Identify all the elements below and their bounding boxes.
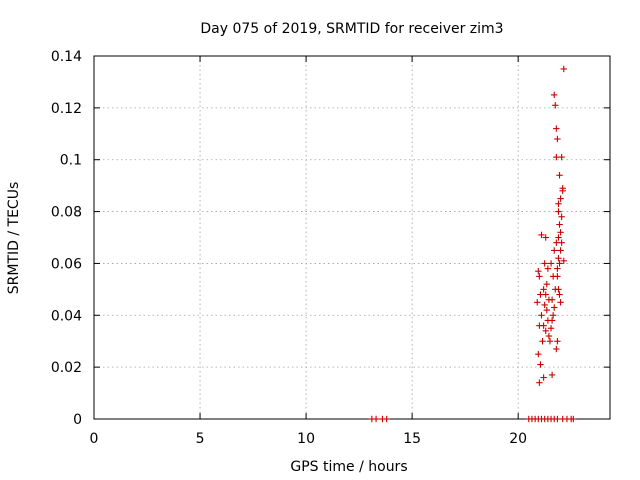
- data-point: [556, 291, 563, 298]
- data-point: [554, 273, 561, 280]
- data-point: [535, 350, 542, 358]
- chart-title: Day 075 of 2019, SRMTID for receiver zim…: [200, 21, 503, 37]
- data-point: [551, 247, 558, 254]
- data-point: [554, 338, 561, 345]
- data-point: [536, 379, 543, 386]
- data-point: [545, 332, 553, 340]
- data-point: [560, 257, 567, 265]
- data-point: [558, 213, 565, 220]
- data-point: [544, 265, 552, 272]
- data-point: [556, 260, 563, 267]
- x-tick-label: 0: [90, 431, 99, 447]
- data-point: [542, 291, 549, 298]
- data-point: [541, 260, 548, 267]
- data-point: [556, 221, 563, 228]
- data-point: [383, 415, 390, 423]
- plot-frame: [93, 55, 611, 420]
- data-point: [543, 306, 550, 314]
- data-point: [538, 231, 545, 239]
- x-axis-label: GPS time / hours: [290, 459, 407, 475]
- data-point: [372, 415, 380, 423]
- data-point: [546, 338, 554, 345]
- y-tick-label: 0.1: [60, 153, 82, 169]
- data-point: [557, 229, 564, 236]
- y-axis-label: SRMTID / TECUs: [6, 182, 22, 295]
- data-point: [555, 208, 562, 215]
- data-point: [555, 286, 562, 293]
- data-point: [555, 255, 562, 262]
- data-point: [540, 322, 547, 329]
- data-point: [540, 374, 547, 381]
- data-point: [559, 185, 566, 192]
- data-point: [555, 234, 562, 241]
- data-point: [538, 312, 545, 319]
- x-tick-label: 20: [509, 431, 527, 447]
- data-point: [560, 65, 567, 73]
- data-point: [541, 301, 548, 309]
- data-point: [553, 125, 560, 132]
- data-point: [552, 102, 559, 109]
- data-point: [542, 234, 549, 241]
- data-point: [547, 260, 555, 267]
- data-point: [551, 304, 558, 311]
- data-point: [558, 239, 565, 246]
- y-tick-label: 0.14: [51, 49, 82, 65]
- y-tick-label: 0.12: [51, 101, 82, 117]
- data-point: [549, 312, 557, 319]
- data-point: [553, 153, 560, 161]
- data-point: [556, 172, 563, 179]
- data-point: [554, 265, 561, 272]
- data-point: [547, 325, 555, 332]
- data-point: [548, 371, 556, 379]
- y-tick-label: 0: [73, 412, 82, 428]
- data-point: [543, 280, 550, 288]
- data-point: [536, 273, 543, 280]
- data-points-layer: [368, 65, 577, 423]
- data-point: [540, 286, 547, 293]
- x-tick-label: 10: [297, 431, 315, 447]
- x-tick-label: 15: [403, 431, 421, 447]
- data-point: [555, 200, 562, 207]
- data-point: [557, 195, 564, 202]
- data-point: [570, 415, 577, 423]
- data-point: [557, 247, 564, 254]
- ticks-layer: 0 5 10 15 20 0 0.02 0.04 0.06 0.08 0.1 0.12 0.14: [51, 49, 610, 447]
- data-point: [539, 338, 546, 345]
- data-point: [553, 345, 560, 353]
- data-point: [554, 135, 561, 143]
- data-point: [551, 91, 558, 99]
- data-point: [557, 299, 564, 306]
- data-point: [537, 361, 544, 368]
- y-tick-label: 0.06: [51, 256, 82, 272]
- data-point: [548, 317, 556, 324]
- grid-layer: [94, 56, 610, 419]
- y-tick-label: 0.02: [51, 360, 82, 376]
- data-point: [534, 299, 541, 306]
- y-tick-label: 0.08: [51, 205, 82, 221]
- data-point: [542, 327, 549, 335]
- data-point: [548, 296, 556, 303]
- x-tick-label: 5: [196, 431, 205, 447]
- data-point: [535, 268, 542, 275]
- y-tick-label: 0.04: [51, 308, 82, 324]
